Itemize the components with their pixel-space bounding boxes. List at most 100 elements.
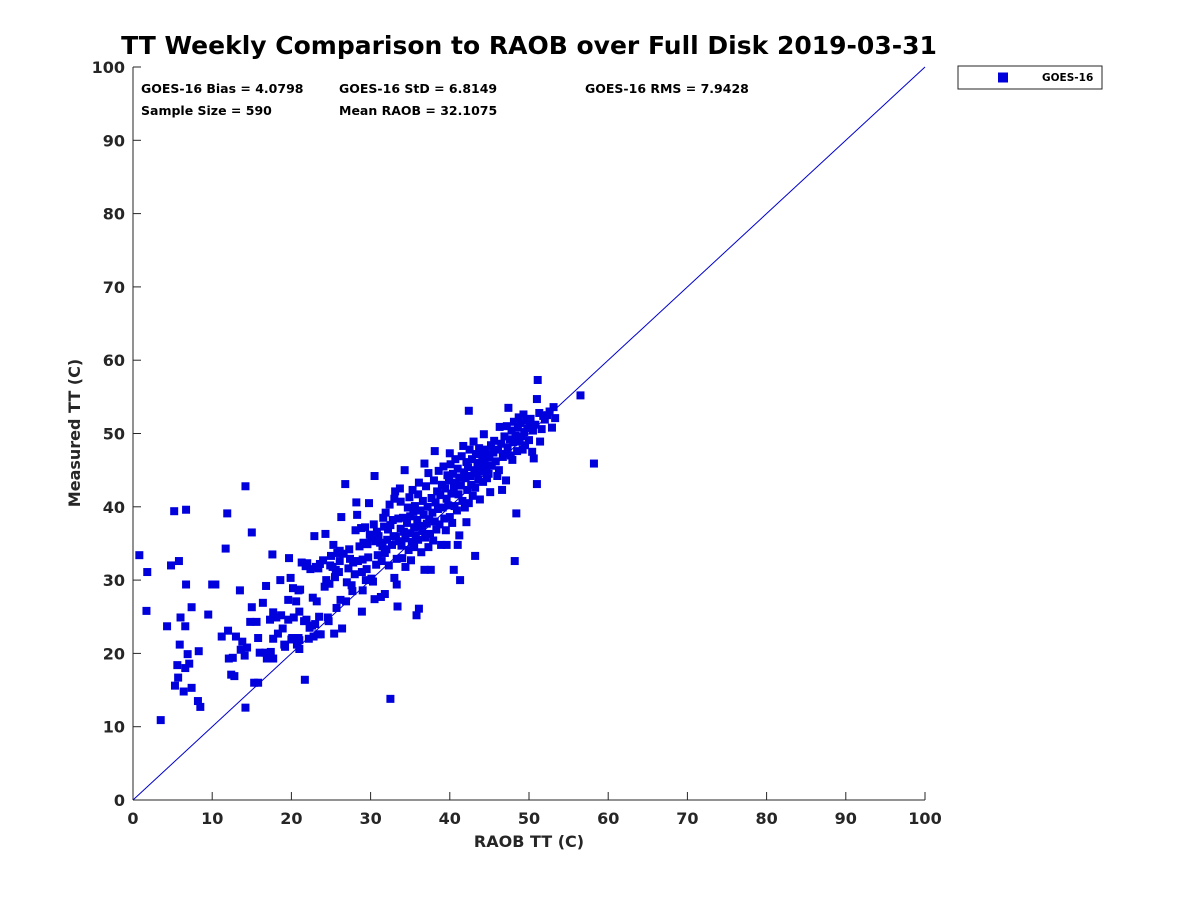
data-point [258,598,267,607]
data-point [345,545,354,554]
data-point [292,597,301,606]
data-point [330,629,339,638]
data-point [388,515,397,524]
data-point [476,450,485,459]
data-point [494,466,503,475]
data-point [187,603,196,612]
data-point [309,632,318,641]
data-point [296,585,305,594]
data-point [431,498,440,507]
data-point [289,613,298,622]
data-point [462,458,471,467]
y-tick-label: 10 [103,718,125,737]
data-point [269,608,278,617]
data-point [449,483,458,492]
data-point [455,531,464,540]
data-point [231,632,240,641]
data-point [508,455,517,464]
data-point [494,445,503,454]
y-tick-label: 20 [103,644,125,663]
data-point [422,482,431,491]
data-point [531,420,540,429]
data-point [439,462,448,471]
x-tick-label: 0 [127,809,138,828]
data-point [170,681,179,690]
data-point [336,595,345,604]
data-point [228,653,237,662]
data-point [295,607,304,616]
data-point [423,502,432,511]
data-point [300,675,309,684]
data-point [357,607,366,616]
data-point [362,565,371,574]
data-point [173,661,182,670]
data-point [135,551,144,560]
x-tick-label: 70 [676,809,698,828]
data-point [472,469,481,478]
data-point [204,610,213,619]
data-point [434,466,443,475]
data-point [416,506,425,515]
data-point [441,526,450,535]
data-point [471,551,480,560]
data-point [224,626,233,635]
data-point [452,478,461,487]
data-point [462,518,471,527]
data-point [474,475,483,484]
data-point [288,634,297,643]
data-point [525,419,534,428]
data-point [485,453,494,462]
data-point [391,487,400,496]
data-point [306,565,315,574]
data-point [491,457,500,466]
data-point [408,485,417,494]
data-point [182,580,191,589]
data-point [409,507,418,516]
data-point [451,455,460,464]
data-point [453,540,462,549]
data-point [510,557,519,566]
data-point [528,426,537,435]
data-point [364,553,373,562]
data-point [332,603,341,612]
data-point [320,582,329,591]
y-tick-label: 40 [103,498,125,517]
data-point [211,580,220,589]
data-point [483,474,492,483]
data-point [183,650,192,659]
data-point [452,506,461,515]
data-point [390,494,399,503]
data-point [284,615,293,624]
data-point [442,494,451,503]
stat-std: GOES-16 StD = 6.8149 [339,81,497,96]
x-tick-label: 20 [280,809,302,828]
data-point [252,617,261,626]
data-point [500,432,509,441]
data-point [386,694,395,703]
data-point [368,577,377,586]
data-point [456,576,465,585]
data-point [482,465,491,474]
data-point [502,422,511,431]
data-point [533,375,542,384]
data-point [463,485,472,494]
data-point [517,432,526,441]
data-point [436,491,445,500]
data-point [430,517,439,526]
data-point [395,484,404,493]
x-tick-label: 50 [518,809,540,828]
data-point [420,459,429,468]
data-point [516,419,525,428]
data-point [156,716,165,725]
data-point [471,483,480,492]
data-point [448,518,457,527]
y-tick-label: 0 [114,791,125,810]
data-point [312,597,321,606]
data-point [235,586,244,595]
data-point [475,462,484,471]
data-point [278,624,287,633]
data-point [182,505,191,514]
data-point [464,499,473,508]
data-point [379,513,388,522]
data-point [316,630,325,639]
